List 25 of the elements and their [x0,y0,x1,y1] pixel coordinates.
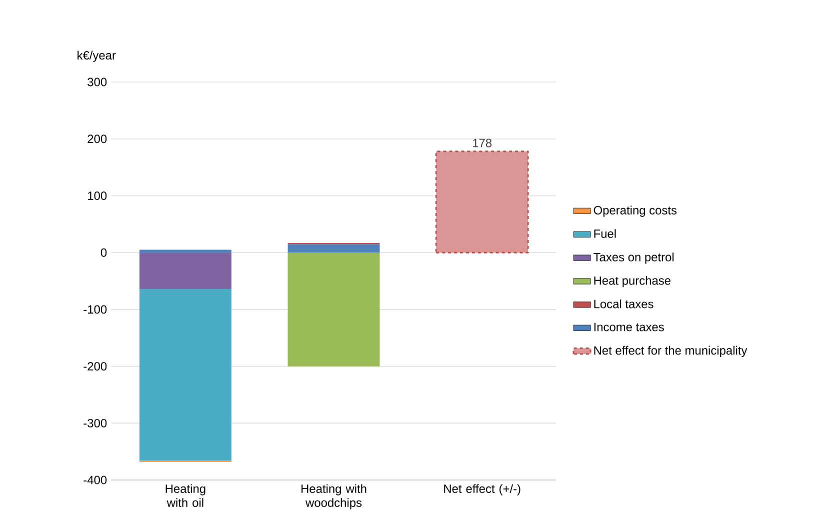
bar [139,288,232,461]
y-tick-label: 300 [88,78,107,86]
y-tick-label: -300 [84,418,107,428]
legend-label: Heat purchase [594,276,670,288]
legend-label: Operating costs [594,206,677,217]
bar [288,244,380,253]
x-tick-label: Heating with woodchips [302,484,366,510]
y-tick-label: 200 [88,134,107,144]
y-tick-label: 100 [88,192,107,200]
bar [139,252,232,289]
y-tick-label: -400 [84,476,107,484]
legend-label: Fuel [594,229,616,238]
x-tick-label: Heating with oil [166,484,206,507]
bar [435,150,529,254]
y-axis-title: k€/year [78,50,116,62]
y-tick-label: -100 [84,305,107,314]
bar [288,252,380,366]
legend-label: Income taxes [594,322,664,332]
y-tick-label: -200 [84,362,107,371]
legend-label: Net effect for the municipality [594,346,748,358]
y-tick-label: 0 [100,248,107,257]
data-label: 178 [473,138,492,148]
x-tick-label: Net effect (+/-) [444,484,520,496]
legend-label: Taxes on petrol [594,252,674,264]
legend-label: Local taxes [594,299,654,308]
